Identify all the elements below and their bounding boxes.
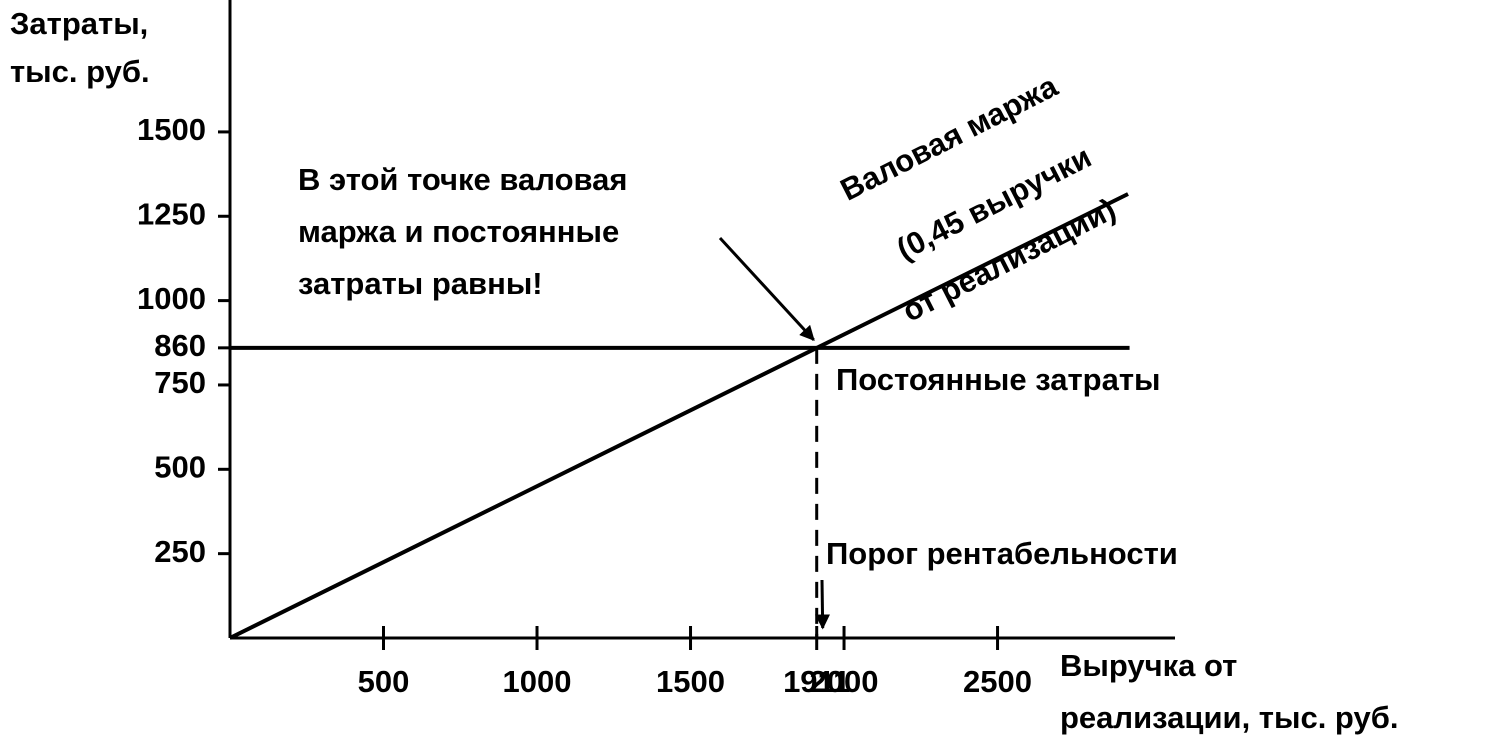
annotation: Порог рентабельности <box>826 536 1178 571</box>
y-axis-label: Затраты, <box>10 6 148 41</box>
x-tick-label: 2000 <box>810 664 879 699</box>
y-tick-label: 750 <box>154 365 206 400</box>
annotation: В этой точке валовая <box>298 162 627 197</box>
y-tick-label: 860 <box>154 328 206 363</box>
y-tick-label: 1500 <box>137 112 206 147</box>
line <box>229 192 1129 640</box>
x-tick-label: 500 <box>358 664 410 699</box>
annotation: маржа и постоянные <box>298 214 619 249</box>
x-tick-label: 2500 <box>963 664 1032 699</box>
y-axis-label: тыс. руб. <box>10 54 150 89</box>
arrow <box>718 236 815 341</box>
arrow <box>815 579 831 630</box>
y-tick-label: 250 <box>154 534 206 569</box>
x-tick-label: 1000 <box>503 664 572 699</box>
x-axis-label: реализации, тыс. руб. <box>1060 700 1398 735</box>
y-tick-label: 1250 <box>137 196 206 231</box>
y-tick-label: 1000 <box>137 281 206 316</box>
x-tick-label: 1911 <box>783 664 850 699</box>
x-axis-label: Выручка от <box>1060 648 1237 683</box>
annotation: затраты равны! <box>298 266 543 301</box>
annotation: Постоянные затраты <box>836 362 1160 397</box>
y-tick-label: 500 <box>154 449 206 484</box>
x-tick-label: 1500 <box>656 664 725 699</box>
